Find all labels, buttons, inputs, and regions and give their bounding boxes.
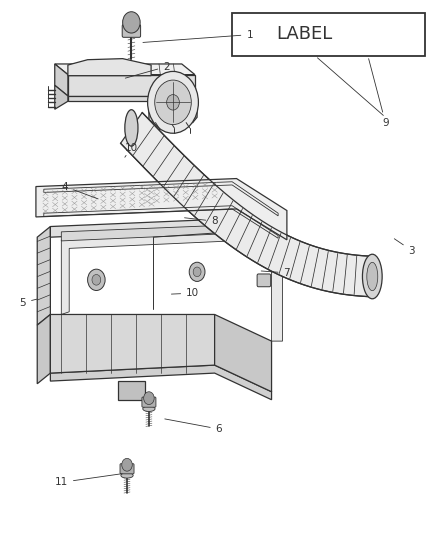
Polygon shape	[37, 314, 50, 384]
Circle shape	[144, 392, 154, 405]
Circle shape	[166, 94, 180, 110]
Text: 6: 6	[165, 419, 223, 434]
Polygon shape	[50, 314, 215, 373]
Polygon shape	[37, 227, 50, 325]
Circle shape	[122, 458, 132, 471]
FancyBboxPatch shape	[232, 13, 425, 56]
Ellipse shape	[143, 406, 155, 411]
Polygon shape	[61, 232, 283, 341]
Polygon shape	[55, 64, 68, 96]
Text: 10: 10	[171, 288, 199, 298]
Circle shape	[193, 267, 201, 277]
Polygon shape	[61, 225, 283, 264]
Circle shape	[92, 274, 101, 285]
Circle shape	[88, 269, 105, 290]
Text: 8: 8	[184, 216, 218, 226]
Polygon shape	[68, 59, 151, 76]
Polygon shape	[120, 112, 373, 297]
Text: 11: 11	[55, 474, 122, 487]
FancyBboxPatch shape	[120, 464, 134, 474]
Polygon shape	[149, 101, 197, 123]
Polygon shape	[50, 219, 289, 261]
Polygon shape	[50, 365, 272, 400]
Circle shape	[189, 262, 205, 281]
Circle shape	[148, 71, 198, 133]
FancyBboxPatch shape	[122, 25, 141, 37]
Text: 4: 4	[61, 182, 98, 199]
Polygon shape	[118, 381, 145, 400]
Text: 5: 5	[19, 298, 37, 308]
Ellipse shape	[121, 473, 133, 478]
Polygon shape	[68, 75, 195, 96]
FancyBboxPatch shape	[142, 397, 156, 407]
Circle shape	[155, 80, 191, 125]
Text: LABEL: LABEL	[276, 25, 332, 43]
Ellipse shape	[125, 110, 138, 146]
Text: 2: 2	[125, 62, 170, 78]
FancyBboxPatch shape	[257, 274, 271, 287]
Text: 10: 10	[125, 143, 138, 157]
Circle shape	[123, 12, 140, 33]
Polygon shape	[68, 96, 195, 101]
Text: 9: 9	[369, 59, 389, 127]
Polygon shape	[215, 314, 272, 392]
Text: 1: 1	[143, 30, 253, 43]
Text: 7: 7	[261, 268, 290, 278]
Polygon shape	[36, 179, 287, 240]
Polygon shape	[55, 85, 68, 109]
Text: 3: 3	[394, 239, 415, 255]
Ellipse shape	[362, 254, 382, 299]
Polygon shape	[55, 64, 195, 75]
FancyBboxPatch shape	[124, 20, 138, 28]
Ellipse shape	[367, 262, 378, 290]
